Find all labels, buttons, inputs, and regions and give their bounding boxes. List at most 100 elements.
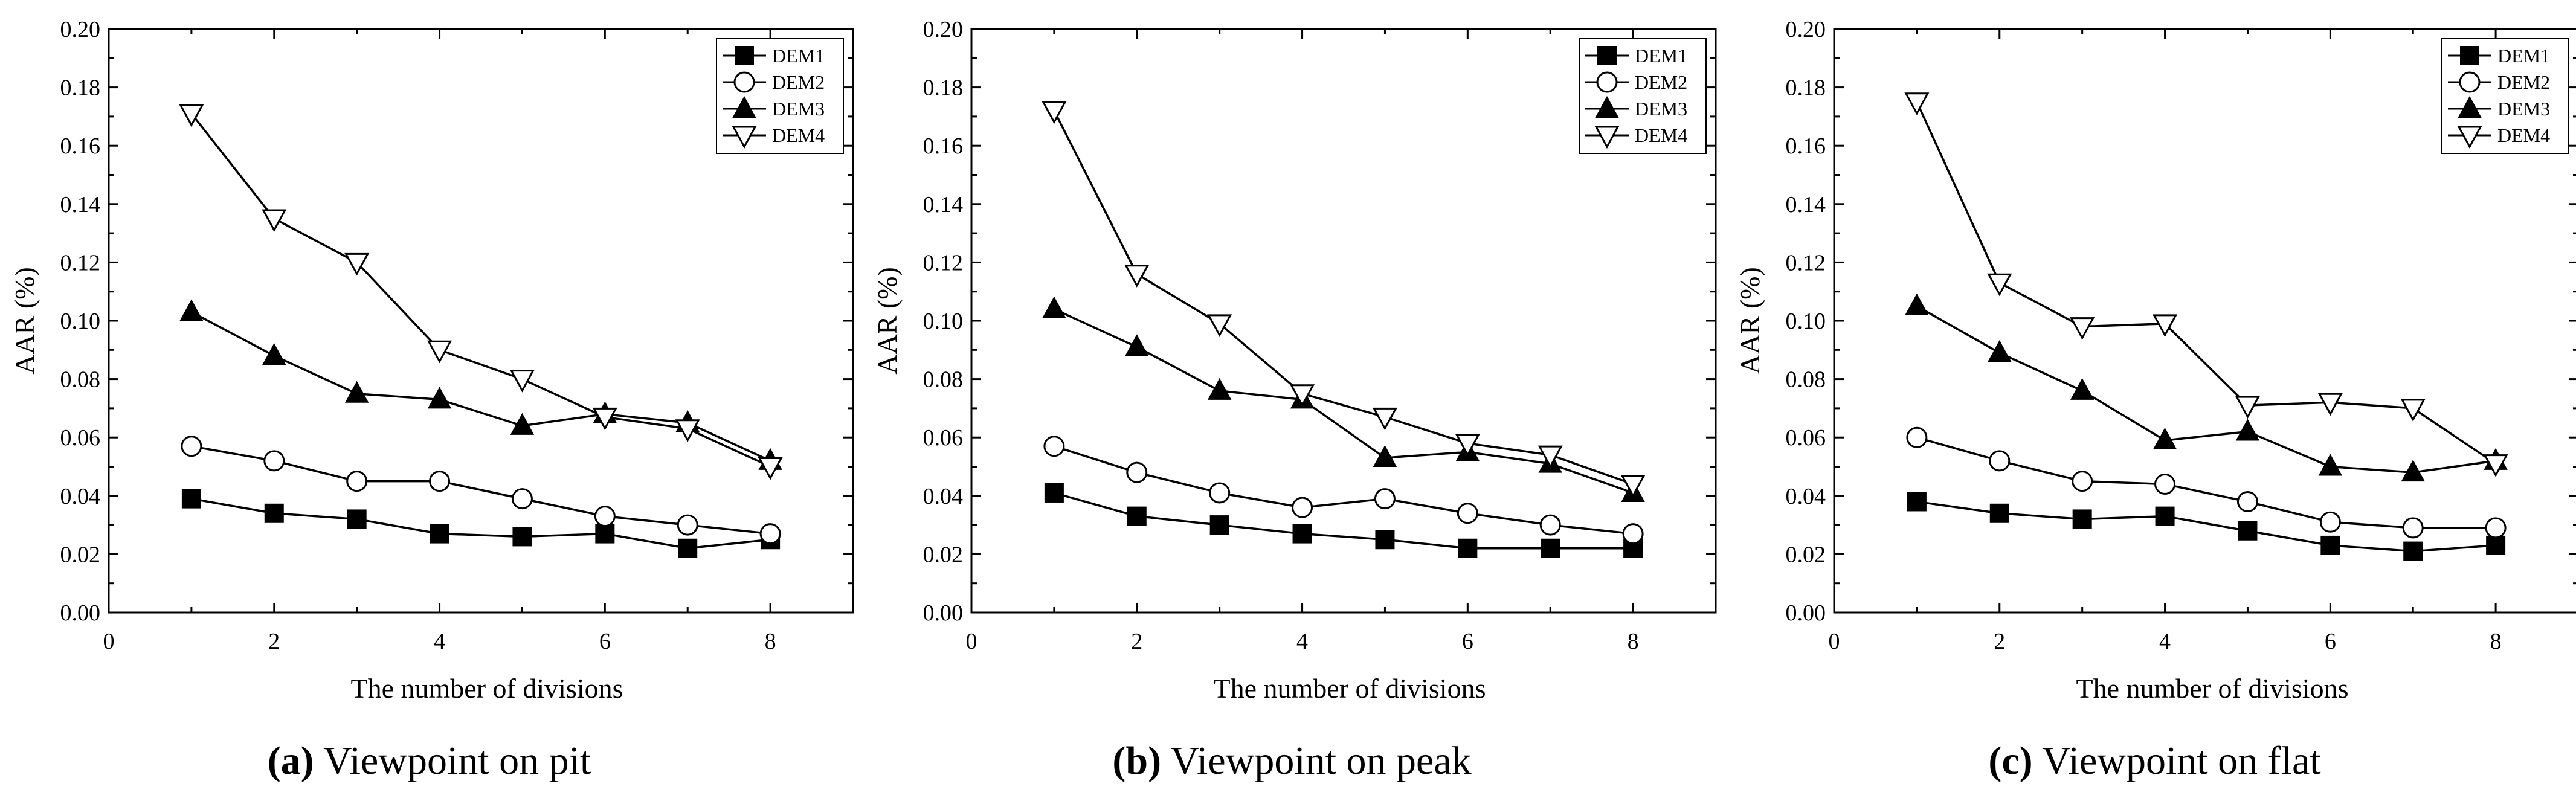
y-tick-label: 0.18 [1786, 76, 1826, 101]
legend: DEM1 DEM2 DEM3 DEM4 [2441, 38, 2569, 154]
data-point-dem4 [2070, 317, 2095, 340]
x-tick-label: 0 [1829, 629, 1840, 654]
data-point-dem4 [1538, 445, 1563, 469]
data-point-dem4 [179, 104, 204, 127]
y-tick-label: 0.14 [1786, 192, 1826, 217]
y-tick-label: 0.20 [923, 17, 964, 42]
data-point-dem2 [1539, 514, 1561, 536]
x-tick-label: 0 [103, 629, 115, 654]
caption-b: (b) Viewpoint on peak [1112, 739, 1472, 783]
legend-marker [732, 126, 757, 149]
data-point-dem2 [1457, 503, 1478, 524]
x-tick-label: 2 [1131, 629, 1142, 654]
y-tick-label: 0.12 [1786, 250, 1826, 275]
series-line-dem3 [1054, 308, 1634, 494]
y-tick-label: 0.12 [923, 250, 964, 275]
data-point-dem4 [262, 209, 287, 233]
data-point-dem4 [427, 340, 452, 364]
data-point-dem2 [1906, 426, 1928, 448]
series-line-dem2 [1916, 436, 2496, 529]
caption-a-letter: a [280, 739, 301, 783]
x-axis-label: The number of divisions [1214, 673, 1486, 704]
legend-label: DEM2 [2497, 71, 2550, 93]
data-point-dem1 [2155, 506, 2175, 526]
data-point-dem2 [181, 436, 202, 457]
data-point-dem1 [347, 509, 367, 529]
series-line-dem3 [191, 310, 771, 462]
legend-label: DEM4 [1635, 124, 1687, 146]
data-point-dem2 [1126, 461, 1148, 483]
x-tick-label: 4 [1296, 629, 1308, 654]
y-axis-label: AAR (%) [9, 267, 40, 375]
series-dem4 [179, 104, 783, 480]
series-dem1 [1907, 492, 2506, 561]
data-point-dem1 [2238, 521, 2258, 541]
y-tick-label: 0.04 [923, 484, 964, 509]
series-dem2 [1043, 436, 1644, 545]
legend-label: DEM3 [772, 98, 825, 120]
chart-b: 0.00 0.02 0.04 0.06 0.08 0.10 0.12 0.14 0.16 0.18… [872, 17, 1717, 704]
legend-label: DEM3 [1635, 98, 1687, 120]
x-tick-label: 2 [1994, 629, 2005, 654]
y-tick-label: 0.04 [1786, 484, 1826, 509]
data-point-dem2 [2154, 473, 2176, 495]
caption-c-text: Viewpoint on flat [2041, 739, 2321, 783]
y-tick-label: 0.16 [60, 133, 101, 159]
data-point-dem3 [1207, 378, 1232, 400]
chart-panel-b: 0.00 0.02 0.04 0.06 0.08 0.10 0.12 0.14 0.16 0.18… [863, 0, 1721, 807]
data-point-dem4 [509, 370, 535, 393]
x-axis-label: The number of divisions [2076, 673, 2349, 704]
series-line-dem4 [1916, 101, 2497, 465]
series-line-dem1 [191, 497, 771, 550]
series-line-dem1 [1916, 500, 2496, 553]
y-tick-label: 0.10 [60, 309, 101, 334]
data-point-dem2 [1622, 523, 1644, 545]
data-point-dem2 [759, 523, 781, 545]
y-axis-label: AAR (%) [872, 267, 903, 375]
y-tick-label: 0.16 [923, 133, 964, 159]
data-point-dem3 [1125, 334, 1149, 356]
y-tick-label: 0.00 [60, 600, 101, 626]
series-line-dem1 [1054, 492, 1634, 550]
chart-panel-c: 0.00 0.02 0.04 0.06 0.08 0.10 0.12 0.14 0.16 0.18… [1725, 0, 2576, 807]
data-point-dem1 [2486, 535, 2506, 555]
data-point-dem4 [1620, 474, 1646, 498]
data-point-dem3 [2070, 378, 2095, 400]
legend: DEM1 DEM2 DEM3 DEM4 [1579, 38, 1707, 154]
y-tick-label: 0.10 [923, 309, 964, 334]
x-tick-label: 8 [1628, 629, 1639, 654]
legend-marker [1595, 95, 1619, 118]
series-dem4 [1904, 92, 2508, 477]
y-tick-label: 0.20 [1786, 17, 1826, 42]
legend-marker [2460, 46, 2479, 65]
data-point-dem4 [1290, 384, 1315, 407]
data-point-dem3 [2235, 419, 2260, 441]
y-tick-label: 0.02 [1786, 542, 1826, 567]
data-point-dem4 [2483, 454, 2508, 477]
x-tick-label: 2 [268, 629, 280, 654]
series-dem3 [1905, 293, 2508, 482]
legend-label: DEM4 [772, 124, 825, 146]
y-tick-label: 0.14 [60, 192, 101, 217]
data-point-dem3 [179, 299, 204, 321]
y-tick-label: 0.08 [60, 367, 101, 393]
series-line-dem3 [1916, 305, 2496, 474]
data-point-dem4 [2153, 314, 2178, 337]
data-point-dem1 [678, 538, 698, 558]
y-tick-label: 0.08 [1786, 367, 1826, 393]
data-point-dem1 [1127, 506, 1147, 526]
legend: DEM1 DEM2 DEM3 DEM4 [716, 38, 844, 154]
x-tick-label: 6 [599, 629, 611, 654]
data-point-dem4 [758, 457, 783, 480]
data-point-dem4 [1455, 434, 1480, 457]
data-point-dem2 [429, 471, 451, 492]
caption-c-letter: c [2001, 739, 2020, 783]
data-point-dem3 [2153, 427, 2177, 450]
data-point-dem1 [1907, 492, 1927, 512]
x-tick-label: 0 [966, 629, 977, 654]
chart-panel-a: 0.00 0.02 0.04 0.06 0.08 0.10 0.12 0.14 0.16 0.18… [0, 0, 858, 807]
data-point-dem2 [1292, 497, 1313, 518]
y-tick-label: 0.14 [923, 192, 964, 217]
y-tick-label: 0.00 [923, 600, 964, 626]
caption-b-letter: b [1125, 739, 1148, 783]
